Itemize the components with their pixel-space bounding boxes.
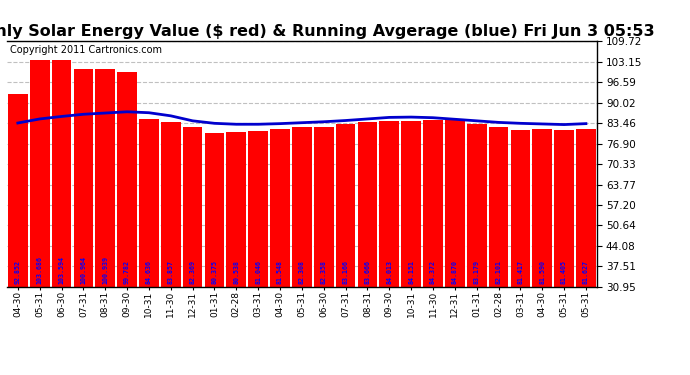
Bar: [554, 129, 574, 287]
Text: 82.369: 82.369: [190, 260, 196, 284]
Text: 81.405: 81.405: [561, 260, 567, 284]
Text: 100.964: 100.964: [80, 256, 86, 284]
Bar: [489, 128, 509, 287]
Bar: [52, 60, 71, 287]
Bar: [380, 122, 399, 287]
Text: 83.179: 83.179: [473, 260, 480, 284]
Bar: [336, 124, 355, 287]
Text: 83.666: 83.666: [364, 260, 371, 284]
Bar: [183, 126, 202, 287]
Bar: [357, 123, 377, 287]
Bar: [117, 72, 137, 287]
Text: 83.166: 83.166: [342, 260, 348, 284]
Text: 80.375: 80.375: [211, 260, 217, 284]
Text: 81.417: 81.417: [518, 260, 524, 284]
Text: 82.101: 82.101: [495, 260, 502, 284]
Bar: [226, 132, 246, 287]
Bar: [576, 129, 595, 287]
Text: 82.358: 82.358: [321, 260, 327, 284]
Bar: [445, 119, 464, 287]
Title: Monthly Solar Energy Value ($ red) & Running Avgerage (blue) Fri Jun 3 05:53: Monthly Solar Energy Value ($ red) & Run…: [0, 24, 655, 39]
Text: 84.013: 84.013: [386, 260, 393, 284]
Bar: [270, 129, 290, 287]
Bar: [95, 69, 115, 287]
Text: 81.548: 81.548: [277, 260, 283, 284]
Text: 103.686: 103.686: [37, 256, 43, 284]
Bar: [8, 94, 28, 287]
Bar: [248, 130, 268, 287]
Bar: [30, 60, 50, 287]
Bar: [314, 127, 333, 287]
Bar: [511, 129, 530, 287]
Bar: [74, 69, 93, 287]
Text: 80.538: 80.538: [233, 260, 239, 284]
Bar: [423, 120, 443, 287]
Text: 81.046: 81.046: [255, 260, 262, 284]
Bar: [292, 127, 312, 287]
Bar: [205, 133, 224, 287]
Bar: [533, 129, 552, 287]
Text: 84.636: 84.636: [146, 260, 152, 284]
Text: Copyright 2011 Cartronics.com: Copyright 2011 Cartronics.com: [10, 45, 162, 55]
Bar: [467, 124, 486, 287]
Text: 99.782: 99.782: [124, 260, 130, 284]
Bar: [139, 120, 159, 287]
Text: 84.151: 84.151: [408, 260, 414, 284]
Text: 103.594: 103.594: [59, 256, 65, 284]
Text: 92.852: 92.852: [14, 260, 21, 284]
Bar: [161, 122, 181, 287]
Text: 84.870: 84.870: [452, 260, 458, 284]
Bar: [402, 121, 421, 287]
Text: 83.857: 83.857: [168, 260, 174, 284]
Text: 84.372: 84.372: [430, 260, 436, 284]
Text: 100.939: 100.939: [102, 256, 108, 284]
Text: 81.590: 81.590: [539, 260, 545, 284]
Text: 81.627: 81.627: [583, 260, 589, 284]
Text: 82.308: 82.308: [299, 260, 305, 284]
